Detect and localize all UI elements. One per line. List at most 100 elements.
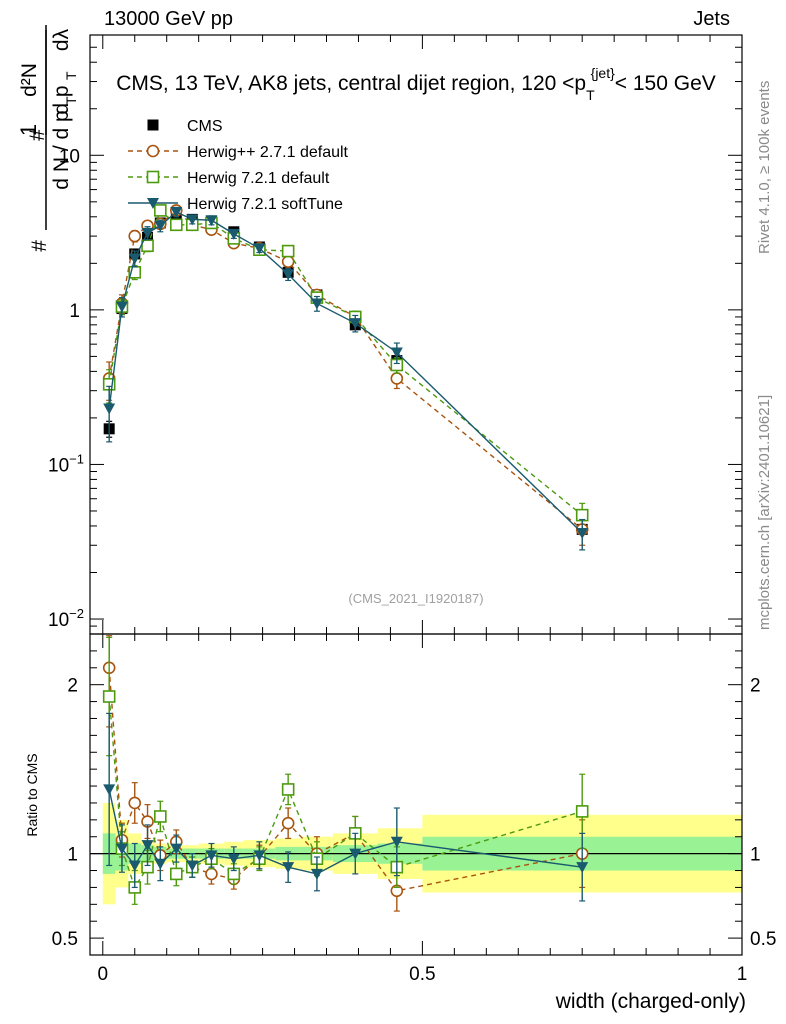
y-tick-label: 10	[59, 146, 80, 167]
data-point	[154, 204, 167, 217]
data-point	[128, 229, 142, 243]
data-point	[227, 228, 240, 240]
series-herwig-7-2-1-default	[102, 204, 589, 905]
legend-entry: Herwig 7.2.1 default	[128, 170, 330, 187]
y-label-hash: #	[28, 240, 51, 252]
data-point	[128, 253, 141, 265]
data-point	[576, 528, 589, 540]
x-tick-label: 0	[97, 964, 108, 985]
legend-marker	[146, 170, 160, 184]
ratio-point	[281, 816, 295, 830]
analysis-id-label: (CMS_2021_I1920187)	[348, 591, 483, 606]
ratio-point	[115, 843, 128, 855]
legend-entry: CMS	[147, 118, 223, 135]
y-label-dpt: d p	[50, 85, 73, 114]
category-label: Jets	[693, 8, 730, 30]
series-line	[108, 211, 583, 534]
ratio-point	[186, 860, 199, 872]
ratio-point	[128, 796, 142, 810]
series-layer	[102, 204, 589, 912]
ratio-axis-label: Ratio to CMS	[24, 753, 40, 836]
ratio-point	[141, 840, 154, 852]
series-herwig-2-7-1-default	[102, 204, 589, 912]
data-point	[281, 244, 295, 258]
ratio-point	[154, 858, 167, 870]
collision-energy-label: 13000 GeV pp	[104, 8, 233, 30]
ratio-point	[576, 862, 589, 874]
y-label-dlambda: dλ	[50, 28, 73, 51]
y-label-sub-t: T	[63, 96, 79, 105]
ratio-point	[169, 867, 183, 881]
y-axis-label-group: 1 d N / d p T #	[16, 30, 79, 252]
x-axis-label: width (charged-only)	[555, 990, 746, 1013]
x-tick-label: 1	[737, 964, 748, 985]
data-point	[282, 269, 295, 281]
ratio-tick-label-right: 2	[750, 676, 761, 697]
legend-label: Herwig 7.2.1 default	[187, 170, 330, 187]
data-point	[253, 243, 266, 255]
ratio-tick-label: 2	[67, 676, 78, 697]
data-point	[169, 218, 183, 232]
ratio-point	[227, 853, 240, 865]
y-tick-label: 1	[69, 301, 80, 322]
ratio-point	[128, 860, 141, 872]
ratio-point	[390, 836, 403, 848]
legend-marker	[147, 119, 159, 131]
ratio-panel-frame	[89, 633, 743, 956]
data-point	[170, 206, 183, 218]
y-label-one: 1	[16, 124, 41, 136]
data-point	[205, 215, 218, 227]
legend: CMS Herwig++ 2.7.1 default Herwig 7.2.1 de…	[128, 118, 349, 213]
ratio-point	[282, 862, 295, 874]
data-point	[141, 239, 154, 253]
data-point	[103, 403, 116, 415]
ratio-point	[349, 848, 362, 860]
ratio-point	[102, 690, 116, 703]
ratio-point	[103, 784, 116, 796]
data-point	[154, 220, 167, 232]
y-label-denominator: d N / d p	[50, 110, 73, 189]
chart-title: CMS, 13 TeV, AK8 jets, central dijet reg…	[116, 65, 716, 103]
ratio-series-line	[108, 696, 583, 890]
legend-label: CMS	[187, 118, 223, 135]
legend-label: Herwig++ 2.7.1 default	[187, 144, 349, 161]
series-line	[108, 209, 583, 530]
ratio-point	[575, 805, 589, 818]
ratio-tick-label-right: 0.5	[750, 929, 776, 950]
series-cms	[103, 208, 588, 535]
y-label-d2n: d²N	[18, 63, 41, 97]
legend-entry: Herwig 7.2.1 softTune	[128, 196, 343, 213]
y-tick-label: 10−2	[48, 606, 84, 631]
ratio-tick-label: 1	[67, 845, 78, 866]
ratio-point	[154, 810, 167, 823]
data-point	[186, 214, 199, 226]
ratio-point	[310, 868, 323, 880]
legend-marker	[146, 144, 160, 158]
ratio-tick-label: 0.5	[52, 929, 78, 950]
y-label-hash-2: #	[26, 129, 49, 141]
series-line	[108, 209, 583, 516]
data-point	[390, 372, 404, 385]
legend-label: Herwig 7.2.1 softTune	[187, 196, 343, 213]
data-point	[390, 347, 403, 359]
y-tick-label: 10−1	[48, 451, 84, 476]
data-point	[115, 301, 128, 313]
ratio-tick-label-right: 1	[750, 845, 761, 866]
data-point	[349, 318, 362, 330]
data-point	[141, 227, 154, 239]
ratio-point	[253, 850, 266, 862]
legend-entry: Herwig++ 2.7.1 default	[128, 144, 349, 161]
ratio-point	[205, 867, 218, 881]
y-label-sub-t2: T	[63, 71, 79, 80]
legend-marker	[147, 198, 159, 209]
data-point	[281, 255, 295, 268]
series-herwig-7-2-1-softtune	[103, 206, 589, 902]
data-point	[310, 298, 323, 310]
ratio-point	[170, 843, 183, 855]
ratio-point	[281, 783, 295, 796]
x-tick-label: 0.5	[409, 964, 435, 985]
ratio-point	[205, 850, 218, 862]
